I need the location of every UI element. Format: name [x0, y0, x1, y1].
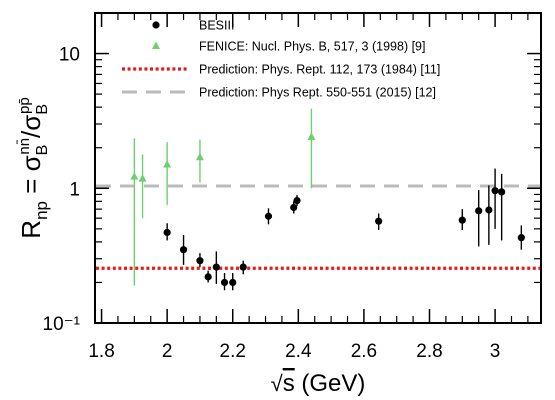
- y-axis-title: Rnp = σBnn̄/σBpp̄: [16, 97, 51, 238]
- fenice-point: [307, 132, 316, 141]
- y-axis-title-slash: /σ: [16, 115, 46, 138]
- y-axis-title-nn: nn̄: [16, 138, 33, 155]
- legend-label: BESIII: [199, 19, 234, 33]
- besiii-point: [475, 207, 483, 215]
- axis-ticks: 1.8 2 2.2 2.4 2.6 2.8 3 10⁻¹ 1 10: [43, 13, 541, 362]
- besiii-point: [290, 203, 298, 212]
- y-tick-label: 10: [59, 45, 80, 66]
- x-tick-label: 2.6: [351, 341, 377, 362]
- y-axis-title-eq: = σ: [16, 155, 46, 201]
- y-axis-title-b1: B: [34, 145, 51, 156]
- y-axis-title-r: R: [16, 220, 46, 239]
- reference-lines: [96, 184, 540, 270]
- fenice-point: [138, 174, 147, 182]
- besiii-point: [220, 278, 229, 287]
- besiii-point: [179, 246, 188, 254]
- besiii-point: [239, 263, 247, 271]
- besiii-point: [212, 263, 220, 271]
- y-axis-title-np: np: [32, 201, 51, 220]
- y-tick-label: 10⁻¹: [43, 314, 81, 335]
- x-tick-label: 2: [162, 341, 173, 362]
- besiii-point: [264, 212, 273, 220]
- fenice-point: [163, 160, 172, 168]
- besiii-point: [196, 257, 204, 265]
- besiii-point: [458, 216, 466, 224]
- fenice-point: [130, 172, 139, 180]
- x-tick-label: 3: [490, 341, 501, 362]
- y-axis-title-pp: pp̄: [16, 97, 33, 114]
- besiii-point: [491, 187, 499, 195]
- besiii-point: [375, 217, 383, 225]
- besiii-point: [204, 273, 212, 281]
- y-axis-title-b2: B: [34, 104, 51, 115]
- x-tick-label: 2.2: [220, 341, 246, 362]
- besiii-point: [293, 197, 301, 205]
- besiii-point: [229, 278, 237, 287]
- legend-fenice-marker: [152, 41, 160, 49]
- x-axis-title-s: s: [283, 370, 295, 397]
- data-markers: [130, 132, 525, 287]
- besiii-point: [485, 206, 493, 214]
- x-axis-title-unit: (GeV): [295, 370, 366, 397]
- x-axis-title-sqrt: √: [271, 371, 284, 396]
- legend: BESIII FENICE: Nucl. Phys. B, 517, 3 (199…: [122, 19, 440, 100]
- x-tick-label: 2.8: [416, 341, 442, 362]
- besiii-point: [498, 188, 506, 196]
- error-bars: [133, 108, 523, 291]
- besiii-point: [163, 228, 171, 237]
- fenice-point: [195, 152, 204, 161]
- legend-besiii-marker: [152, 21, 160, 29]
- y-tick-label: 1: [69, 179, 80, 200]
- besiii-point: [517, 234, 525, 242]
- legend-label: Prediction: Phys. Rept. 112, 173 (1984) …: [199, 63, 440, 77]
- x-tick-label: 2.4: [285, 341, 312, 362]
- x-tick-label: 1.8: [88, 341, 114, 362]
- legend-label: Prediction: Phys Rept. 550-551 (2015) [1…: [199, 86, 436, 100]
- x-axis-title: √s (GeV): [271, 370, 366, 397]
- legend-label: FENICE: Nucl. Phys. B, 517, 3 (1998) [9]: [199, 40, 425, 54]
- plot-frame: [94, 12, 542, 324]
